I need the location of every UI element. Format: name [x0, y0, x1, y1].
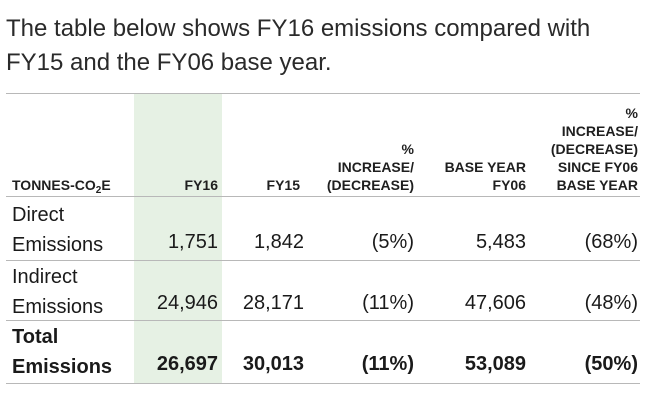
- header-since-line-1: %: [625, 105, 638, 121]
- cell-indirect-fy15: 28,171: [242, 292, 304, 314]
- cell-direct-base-year: 5,483: [475, 231, 526, 253]
- cell-direct-since-base: (68%): [584, 231, 638, 253]
- row-label-indirect: Indirect Emissions: [12, 262, 103, 322]
- header-increase-line-1: %: [401, 141, 414, 157]
- row-label-indirect-line-1: Indirect: [12, 266, 78, 288]
- cell-total-since-base: (50%): [584, 353, 638, 375]
- header-unit-prefix: TONNES-CO: [12, 177, 96, 193]
- cell-total-base-year: 53,089: [464, 353, 526, 375]
- cell-total-fy15: 30,013: [242, 353, 304, 375]
- header-since-line-5: BASE YEAR: [556, 177, 638, 193]
- header-since-line-4: SINCE FY06: [557, 159, 638, 175]
- row-divider-2: [6, 260, 640, 261]
- cell-total-increase: (11%): [361, 353, 414, 375]
- header-unit-suffix: E: [101, 177, 111, 193]
- row-label-total-line-1: Total: [12, 326, 59, 348]
- header-since-line-2: INCREASE/: [561, 123, 638, 139]
- intro-paragraph: The table below shows FY16 emissions com…: [6, 12, 646, 80]
- header-unit-subscript: 2: [95, 185, 102, 196]
- cell-total-fy16: 26,697: [156, 353, 218, 375]
- header-since-line-3: (DECREASE): [550, 141, 638, 157]
- cell-indirect-base-year: 47,606: [464, 292, 526, 314]
- row-divider-3: [6, 320, 640, 321]
- row-divider-1: [6, 196, 640, 197]
- cell-direct-increase: (5%): [371, 231, 414, 253]
- table-bottom-rule: [6, 383, 640, 384]
- header-increase-line-2: INCREASE/: [337, 159, 414, 175]
- intro-line-2: FY15 and the FY06 base year.: [6, 49, 332, 76]
- header-unit-label: TONNES-CO2E: [12, 176, 111, 200]
- header-increase-decrease: % INCREASE/ (DECREASE): [304, 140, 414, 194]
- cell-direct-fy16: 1,751: [167, 231, 218, 253]
- row-label-total-line-2: Emissions: [12, 356, 113, 378]
- cell-indirect-increase: (11%): [362, 292, 414, 314]
- cell-indirect-fy16: 24,946: [156, 292, 218, 314]
- cell-direct-fy15: 1,842: [253, 231, 304, 253]
- header-base-year: BASE YEAR FY06: [416, 158, 526, 194]
- intro-line-1: The table below shows FY16 emissions com…: [6, 15, 591, 42]
- header-base-line-2: FY06: [492, 177, 526, 193]
- table-top-rule: [6, 93, 640, 94]
- row-label-direct: Direct Emissions: [12, 200, 103, 260]
- row-label-direct-line-1: Direct: [12, 204, 65, 226]
- cell-indirect-since-base: (48%): [584, 292, 638, 314]
- row-label-direct-line-2: Emissions: [12, 234, 104, 256]
- row-label-indirect-line-2: Emissions: [12, 296, 104, 318]
- header-since-base-year: % INCREASE/ (DECREASE) SINCE FY06 BASE Y…: [528, 104, 638, 194]
- header-increase-line-3: (DECREASE): [326, 177, 414, 193]
- header-base-line-1: BASE YEAR: [444, 159, 526, 175]
- row-label-total: Total Emissions: [12, 322, 112, 382]
- fy16-column-highlight: [134, 94, 222, 384]
- header-fy16: FY16: [184, 177, 218, 193]
- header-fy15: FY15: [266, 177, 300, 193]
